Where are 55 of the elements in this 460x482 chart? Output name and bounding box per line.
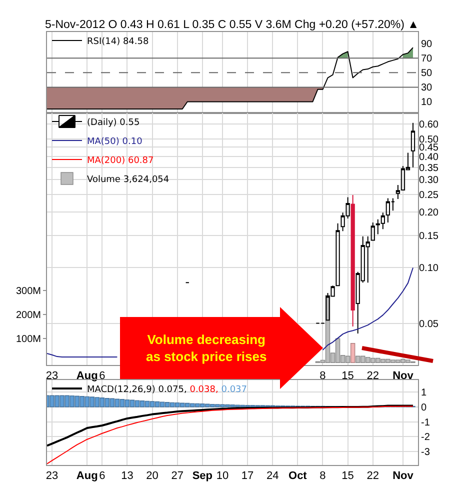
legend-label: (Daily) 0.55 [87,118,140,128]
y-tick-label: 0.25 [419,190,439,201]
y-tick-label: 0.40 [419,152,439,164]
y-tick-label: 90 [421,39,433,50]
y-tick-label: 30 [421,82,433,94]
y-tick-label: 0.35 [419,162,439,174]
y-tick-label: 10 [421,97,433,108]
chart-title: 5-Nov-2012 O 0.43 H 0.61 L 0.35 C 0.55 V 3.6M Chg +0.20 (+57.20%) ▲ [45,19,420,32]
y-tick-label: 0.30 [419,175,439,186]
y-tick-label: 0.60 [419,120,439,131]
x-tick-label: 17 [241,470,254,482]
x-tick-label: 15 [342,470,354,482]
y-tick-label: 0.15 [419,230,439,242]
legend-label: Volume 3,624,054 [87,175,170,186]
x-tick-label: 13 [121,470,134,482]
x-tick-label: 10 [216,470,229,482]
series-label: 0.037 [221,385,247,396]
x-tick-label: 23 [46,370,58,382]
legend-label: RSI(14) 84.58 [87,37,149,48]
x-tick-label: 27 [171,470,184,482]
legend-label: MA(200) 60.87 [87,156,154,166]
x-tick-label: 22 [366,470,380,482]
y-tick-label: -3 [421,447,430,458]
x-tick-label: 22 [366,370,380,382]
x-tick-label: Oct [288,470,308,482]
annotation: Volume decreasing as stock price rises [146,332,267,364]
x-tick-label: 8 [320,470,326,482]
x-tick-label: Nov [392,470,414,482]
y-tick-label: 50 [421,68,433,80]
x-tick-label: Aug [76,470,98,482]
x-tick-label: Aug [76,370,98,382]
x-tick-label: 6 [99,470,106,482]
y-tick-label: 70 [421,54,433,65]
y-tick-label: -2 [421,432,430,444]
y-tick-label: 0.45 [419,142,439,154]
series-label: 0.038, [190,385,218,396]
y-tick-label: 0.10 [419,263,439,274]
y-tick-label: -1 [421,417,430,428]
x-tick-label: Sep [192,470,213,482]
x-tick-label: 8 [320,370,326,382]
y2-tick-label: 200M [16,310,41,322]
y-tick-label: 0.20 [419,208,439,219]
y2-tick-label: 100M [16,334,41,346]
x-tick-label: Nov [392,370,414,382]
y-tick-label: 1 [421,387,427,398]
x-tick-label: 20 [146,470,158,482]
legend-label: MACD(12,26,9) 0.075, [87,385,187,396]
legend-label: MA(50) 0.10 [87,137,143,148]
x-tick-label: 23 [46,470,58,482]
y-tick-label: 0.05 [419,318,439,330]
x-tick-label: 15 [342,370,354,382]
x-tick-label: 24 [266,470,279,482]
y-tick-label: 0 [421,402,427,414]
y2-tick-label: 300M [16,286,41,298]
x-tick-label: 6 [99,370,106,382]
